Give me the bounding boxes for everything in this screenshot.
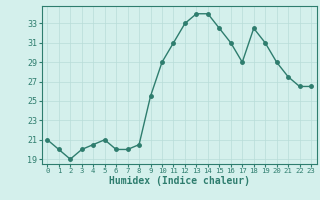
X-axis label: Humidex (Indice chaleur): Humidex (Indice chaleur) bbox=[109, 176, 250, 186]
